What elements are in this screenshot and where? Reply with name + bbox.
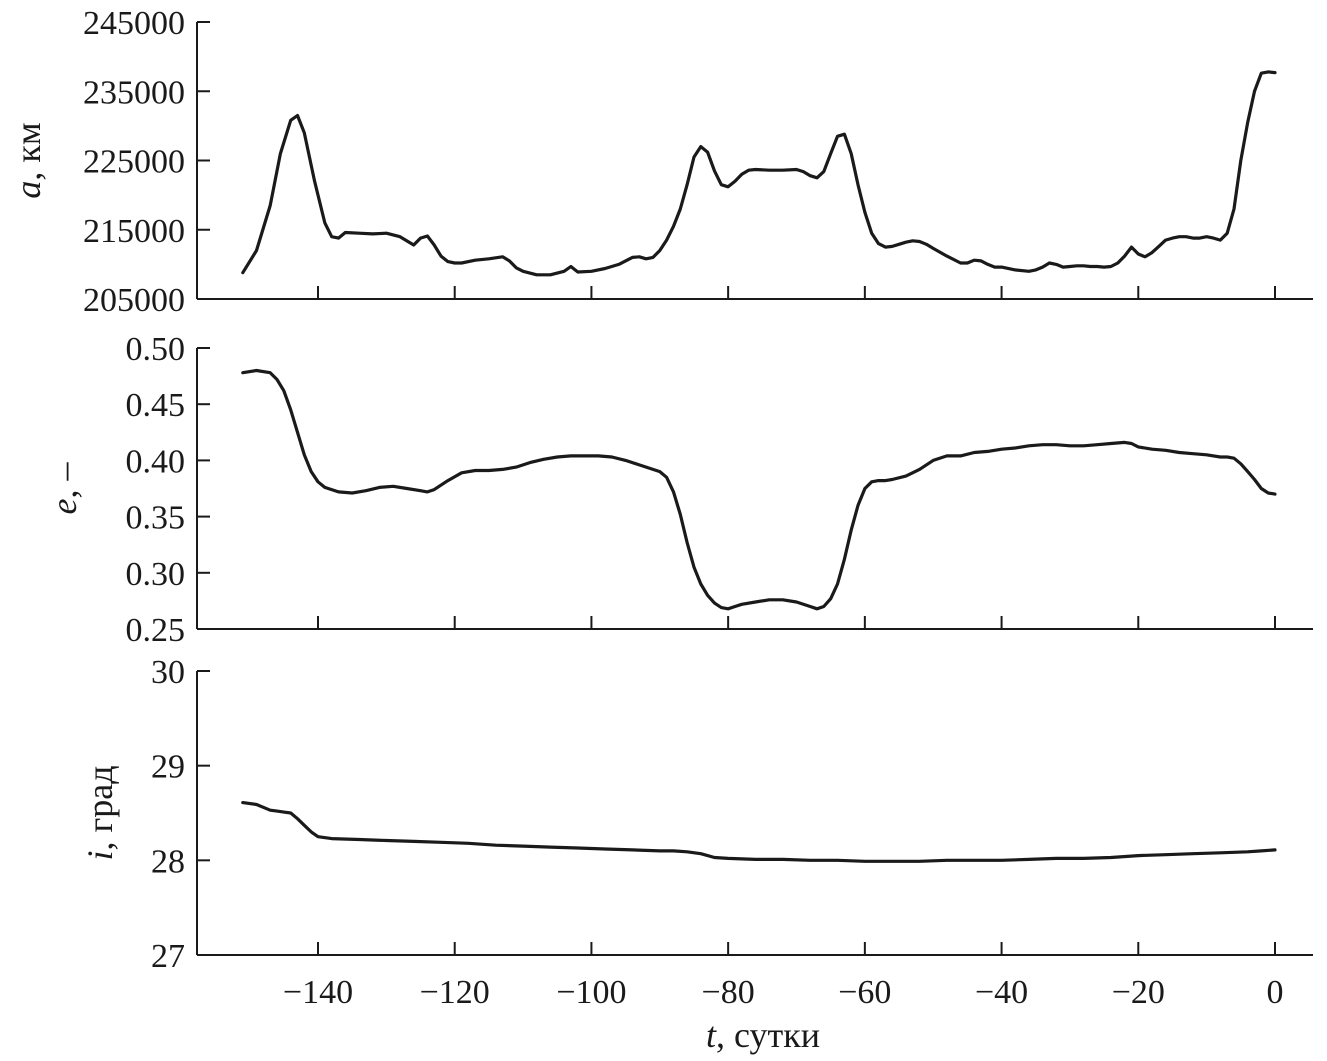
y-tick-label: 0.30: [126, 556, 186, 593]
y-tick-label: 0.40: [126, 443, 186, 480]
x-axis-label-unit: , сутки: [716, 1015, 820, 1055]
y-axis-label-var: a: [8, 181, 48, 199]
y-tick-label: 27: [151, 938, 185, 975]
x-tick-label: −20: [1112, 974, 1165, 1011]
x-tick-label: −100: [556, 974, 626, 1011]
y-axis-label-i: i, град: [80, 765, 120, 860]
panel-e: 0.25 0.30 0.35 0.40 0.45 0.50 e, –: [44, 331, 1313, 649]
y-tick-label: 225000: [83, 144, 185, 181]
panel-a: 205000 215000 225000 235000 245000 a, км: [8, 5, 1313, 319]
series-line-i: [241, 801, 1277, 863]
x-axis-label: t, сутки: [706, 1015, 820, 1055]
y-tick-label: 215000: [83, 213, 185, 250]
x-tick-label: −60: [838, 974, 891, 1011]
x-tick-label: 0: [1267, 974, 1284, 1011]
panel-i: 27 28 29 30 i, град: [80, 654, 1313, 975]
y-axis-label-var: i: [80, 851, 120, 861]
x-tick-label: −120: [420, 974, 490, 1011]
y-axis-label-e: e, –: [44, 462, 84, 515]
y-tick-label: 0.45: [126, 387, 186, 424]
y-axis-label-unit: , град: [80, 765, 120, 850]
y-tick-label: 235000: [83, 74, 185, 111]
y-tick-label: 28: [151, 843, 185, 880]
y-axis-label-a: a, км: [8, 122, 48, 198]
y-tick-label: 245000: [83, 5, 185, 42]
y-axis-label-unit: , –: [44, 462, 84, 499]
series-line-e: [241, 368, 1277, 611]
y-tick-label: 0.50: [126, 331, 186, 368]
series-line-a: [241, 70, 1277, 277]
y-tick-label: 0.35: [126, 500, 186, 537]
y-tick-label: 30: [151, 654, 185, 691]
x-tick-label: −80: [702, 974, 755, 1011]
y-tick-label: 205000: [83, 282, 185, 319]
y-tick-label: 29: [151, 749, 185, 786]
y-axis-label-var: e: [44, 498, 84, 514]
y-axis-label-unit: , км: [8, 122, 48, 180]
x-tick-label: −40: [975, 974, 1028, 1011]
x-tick-label: −140: [283, 974, 353, 1011]
y-tick-label: 0.25: [126, 612, 186, 649]
x-axis-label-var: t: [706, 1015, 717, 1055]
